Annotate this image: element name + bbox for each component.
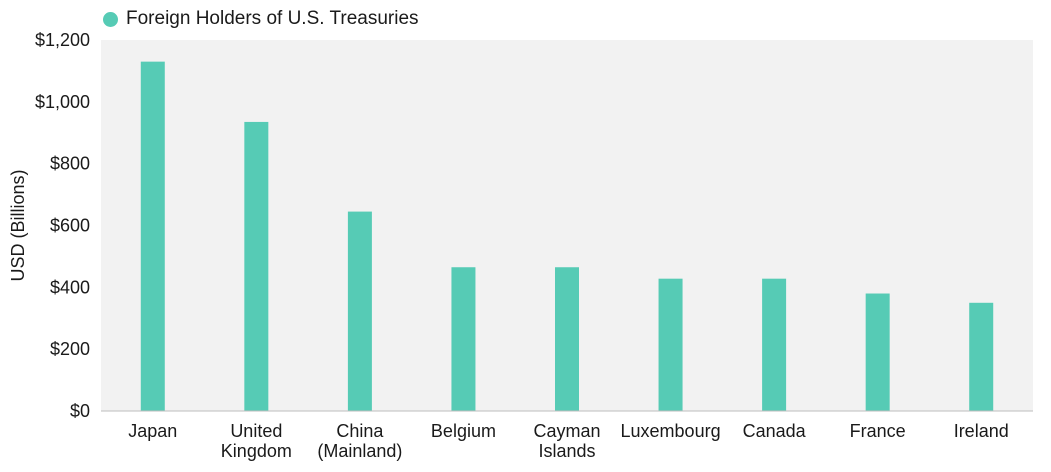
legend: Foreign Holders of U.S. Treasuries xyxy=(103,8,419,30)
x-tick-label: United Kingdom xyxy=(221,421,292,461)
x-tick-label: Luxembourg xyxy=(621,421,721,441)
bar xyxy=(762,278,787,411)
y-tick-label: $200 xyxy=(50,339,90,359)
y-tick-label: $800 xyxy=(50,154,90,174)
x-tick-label: Japan xyxy=(128,421,177,441)
y-axis-title: USD (Billions) xyxy=(8,169,28,281)
x-tick-label: Ireland xyxy=(954,421,1009,441)
legend-swatch xyxy=(103,11,118,27)
legend-label: Foreign Holders of U.S. Treasuries xyxy=(126,8,419,29)
y-tick-label: $400 xyxy=(50,277,90,297)
x-tick-label: Canada xyxy=(743,421,807,441)
x-tick-label: Cayman Islands xyxy=(533,421,600,461)
bar xyxy=(969,302,994,411)
y-tick-label: $600 xyxy=(50,216,90,236)
y-tick-label: $1,000 xyxy=(35,92,90,112)
bar xyxy=(347,211,372,411)
bar xyxy=(140,61,165,412)
y-tick-label: $1,200 xyxy=(35,30,90,50)
x-tick-label: China (Mainland) xyxy=(317,421,402,461)
x-tick-label: Belgium xyxy=(431,421,496,441)
bar xyxy=(658,278,683,411)
bar xyxy=(451,267,476,411)
y-tick-label: $0 xyxy=(70,401,90,421)
bar xyxy=(244,121,269,411)
bar xyxy=(555,267,579,411)
x-tick-label: France xyxy=(850,421,906,441)
bar xyxy=(865,293,890,411)
